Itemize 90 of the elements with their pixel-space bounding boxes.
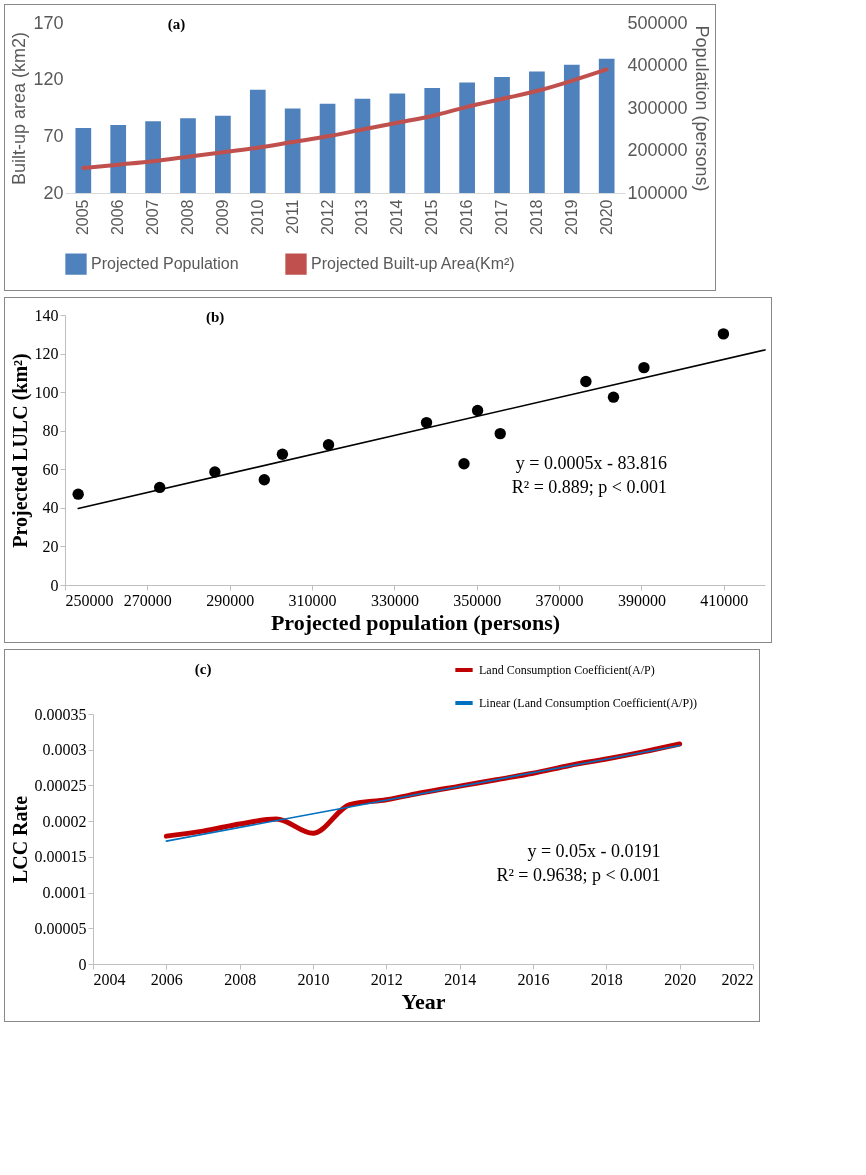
x-tick-label: 410000 (700, 591, 749, 609)
point (258, 474, 270, 486)
x-axis-title: Projected population (persons) (270, 609, 561, 635)
point (638, 361, 650, 374)
y-tick-label: 0 (78, 955, 87, 973)
y-tick-label: 20 (43, 182, 64, 203)
x-tick-label: 2006 (109, 199, 127, 236)
annotation: y = 0.0005x - 83.816 (515, 452, 667, 473)
y2-tick-label: 300000 (627, 97, 688, 118)
x-tick-label: 2020 (597, 199, 615, 236)
x-tick-label: 2008 (178, 199, 196, 236)
x-tick-label: 2006 (150, 970, 183, 988)
y-tick-label: 0.0003 (42, 741, 87, 759)
x-axis-title: Year (401, 988, 446, 1014)
point (322, 439, 335, 451)
point (471, 404, 484, 417)
point (580, 375, 592, 388)
y-tick-label: 0.00015 (34, 848, 87, 866)
y-tick-label: 0.0001 (42, 884, 87, 902)
chart-title: (a) (167, 16, 186, 33)
x-tick-label: 2011 (283, 199, 301, 234)
chart-title: (b) (206, 309, 225, 326)
legend-label: Projected Built-up Area(Km²) (311, 255, 515, 273)
y-tick-label: 80 (42, 422, 59, 440)
annotation: R² = 0.889; p < 0.001 (511, 476, 667, 497)
x-tick-label: 290000 (206, 591, 255, 609)
y-tick-label: 0.00035 (34, 705, 87, 723)
y2-tick-label: 100000 (627, 182, 688, 203)
x-tick-label: 370000 (535, 591, 584, 609)
y-tick-label: 120 (33, 69, 64, 90)
x-tick-label: 2018 (590, 970, 623, 988)
y-tick-label: 0.0002 (42, 812, 87, 830)
x-tick-label: 2016 (458, 199, 476, 236)
x-tick-label: 310000 (288, 591, 337, 609)
y-tick-label: 70 (43, 125, 64, 146)
y-tick-label: 0.00025 (34, 776, 87, 794)
point (458, 458, 470, 470)
y-tick-label: 60 (42, 460, 59, 478)
y2-tick-label: 200000 (627, 140, 688, 160)
x-tick-label: 2019 (562, 199, 580, 236)
x-tick-label: 2007 (144, 199, 162, 236)
y-tick-label: 140 (34, 306, 59, 324)
point (607, 391, 620, 403)
legend-label: Projected Population (91, 255, 239, 273)
x-tick-label: 2016 (517, 970, 550, 988)
annotation: R² = 0.9638; p < 0.001 (496, 864, 661, 885)
legend-label: Land Consumption Coefficient(A/P) (479, 663, 655, 677)
y-tick-label: 100 (34, 383, 59, 401)
y-tick-label: 20 (42, 537, 59, 555)
line-series (81, 67, 609, 171)
y-axis-title: LCC Rate (8, 795, 31, 884)
x-tick-label: 250000 (65, 591, 114, 609)
x-tick-label: 2012 (318, 199, 336, 236)
x-tick-label: 330000 (370, 591, 419, 609)
x-tick-label: 390000 (617, 591, 666, 609)
point (276, 448, 289, 460)
x-tick-label: 350000 (453, 591, 502, 609)
x-tick-label: 2004 (93, 970, 126, 988)
y-tick-label: 0 (50, 576, 59, 594)
x-tick-label: 2020 (664, 970, 697, 988)
x-tick-label: 2014 (388, 199, 406, 236)
x-tick-label: 2012 (370, 970, 403, 988)
chart-title: (c) (194, 661, 212, 678)
point (420, 416, 433, 429)
y2-tick-label: 400000 (627, 55, 688, 75)
x-tick-label: 2015 (423, 199, 441, 236)
x-tick-label: 270000 (123, 591, 172, 609)
x-tick-label: 2017 (493, 199, 511, 236)
x-tick-label: 2018 (527, 199, 545, 236)
x-tick-label: 2010 (248, 199, 266, 236)
y-axis-title: Projected LULC (km²) (8, 353, 32, 548)
point (72, 488, 84, 500)
y-tick-label: 40 (42, 499, 59, 517)
legend-label: Linear (Land Consumption Coefficient(A/P)) (479, 696, 698, 710)
y-tick-label: 0.00005 (34, 919, 87, 937)
point (494, 427, 506, 440)
y2-axis-title: Population (persons) (691, 25, 712, 192)
point (717, 328, 730, 340)
x-tick-label: 2022 (721, 970, 754, 988)
x-tick-label: 2009 (213, 199, 231, 236)
y2-tick-label: 500000 (627, 12, 688, 33)
y-tick-label: 170 (33, 12, 64, 33)
annotation: y = 0.05x - 0.0191 (527, 840, 661, 861)
x-tick-label: 2008 (224, 970, 257, 988)
x-tick-label: 2005 (74, 199, 92, 236)
x-tick-label: 2014 (444, 970, 477, 988)
y-tick-label: 120 (34, 345, 59, 363)
y-axis-title: Built-up area (km2) (9, 31, 30, 186)
x-tick-label: 2010 (297, 970, 330, 988)
x-tick-label: 2013 (353, 199, 371, 236)
